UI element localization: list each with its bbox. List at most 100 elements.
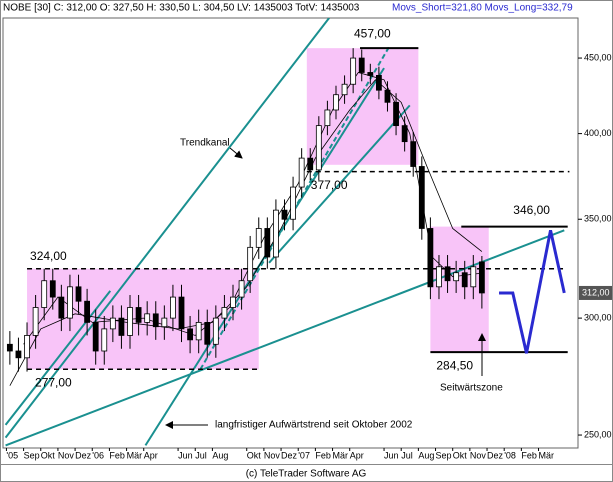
candle-body	[410, 141, 417, 167]
y-tick-label: 250,00	[584, 429, 612, 439]
candle-body	[350, 57, 357, 85]
x-tick-label: Okt	[453, 450, 468, 460]
trendline	[4, 18, 330, 439]
trendline	[268, 104, 411, 264]
candle-body	[118, 317, 125, 336]
x-tick-label: Aug	[418, 450, 434, 460]
candle-body	[478, 261, 485, 294]
x-tick-label: Sep	[436, 450, 452, 460]
y-tick-label: 300,00	[584, 312, 612, 322]
candle-body	[101, 328, 108, 352]
level-label: 346,00	[513, 203, 550, 217]
candle-body	[212, 317, 219, 345]
candle-body	[92, 321, 99, 352]
candle-body	[324, 109, 331, 127]
price-tag	[579, 285, 612, 300]
candle-body	[418, 166, 425, 229]
candle-body	[127, 307, 133, 336]
x-tick-label: Mär	[127, 450, 143, 460]
x-tick-label: Dez	[75, 450, 92, 460]
candle-body	[152, 313, 159, 328]
candle-body	[84, 300, 91, 323]
candle-body	[230, 296, 236, 308]
candle-body	[375, 74, 382, 91]
x-tick-label: Feb	[109, 450, 125, 460]
x-tick-label: '07	[298, 450, 310, 460]
candle-body	[41, 280, 48, 308]
candle-body	[161, 317, 168, 328]
arrow	[229, 147, 243, 159]
candle-body	[247, 246, 254, 282]
x-tick-label: Mär	[333, 450, 349, 460]
candle-body	[135, 307, 142, 323]
moving-average	[9, 79, 483, 386]
candle-body	[238, 280, 245, 298]
candle-body	[358, 57, 365, 73]
candle-body	[273, 209, 279, 258]
candle-body	[444, 266, 451, 282]
x-tick-label: '06	[92, 450, 104, 460]
level-label: 324,00	[30, 249, 67, 263]
candle-body	[204, 321, 211, 345]
x-tick-label: Feb	[521, 450, 537, 460]
candle-body	[15, 350, 22, 359]
x-tick-label: Okt	[247, 450, 262, 460]
candle-body	[470, 266, 477, 288]
x-tick-label: Aug	[212, 450, 228, 460]
candle-body	[290, 186, 296, 220]
x-tick-label: Okt	[41, 450, 56, 460]
candle-body	[427, 228, 434, 288]
level-label: 284,50	[436, 358, 473, 372]
candle-body	[453, 272, 460, 282]
zone-box	[27, 268, 259, 370]
level-label: 457,00	[354, 26, 391, 40]
price-tag-label: 312,00	[582, 287, 610, 297]
candle-body	[195, 321, 202, 341]
y-tick-label: 450,00	[584, 52, 612, 62]
candle-body	[67, 286, 73, 319]
candle-body	[298, 157, 305, 188]
x-tick-label: '05	[6, 450, 18, 460]
level-label: 277,00	[35, 375, 72, 389]
x-tick-label: Sep	[24, 450, 40, 460]
candle-body	[24, 335, 30, 359]
candle-body	[393, 101, 399, 127]
x-tick-label: '08	[504, 450, 516, 460]
candle-body	[255, 228, 262, 248]
x-tick-label: Nov	[470, 450, 487, 460]
x-tick-label: Dez	[281, 450, 298, 460]
x-tick-label: Dez	[487, 450, 504, 460]
candle-body	[221, 307, 228, 319]
x-tick-label: Jul	[401, 450, 413, 460]
candle-body	[384, 89, 391, 103]
y-tick-label: 400,00	[584, 128, 612, 138]
candle-body	[32, 307, 39, 336]
annotation: Trendkanal	[180, 138, 230, 149]
candle-body	[333, 94, 339, 111]
x-tick-label: Apr	[144, 450, 158, 460]
annotation: Seitwärtszone	[440, 383, 503, 394]
footer: (c) TeleTrader Software AG	[246, 469, 367, 480]
candle-body	[367, 72, 374, 76]
candle-body	[341, 83, 348, 96]
x-tick-label: Nov	[264, 450, 281, 460]
indicators: Movs_Short=321,80 Movs_Long=332,79	[392, 3, 573, 14]
candle-body	[436, 266, 442, 288]
candle-body	[264, 228, 271, 258]
x-tick-label: Jun	[178, 450, 193, 460]
candle-body	[109, 317, 116, 330]
x-tick-label: Jun	[384, 450, 399, 460]
x-tick-label: Apr	[350, 450, 364, 460]
x-tick-label: Mär	[539, 450, 555, 460]
trendline	[4, 290, 112, 426]
projection	[499, 230, 566, 354]
y-tick-label: 350,00	[584, 214, 612, 224]
candle-body	[401, 125, 408, 143]
candle-body	[178, 296, 185, 330]
header: NOBE [30] C: 312,00 O: 327,50 H: 330,50 …	[3, 3, 360, 14]
candle-body	[144, 313, 151, 323]
trendline	[5, 229, 565, 447]
candle-body	[49, 280, 56, 298]
candle-body	[75, 286, 82, 302]
